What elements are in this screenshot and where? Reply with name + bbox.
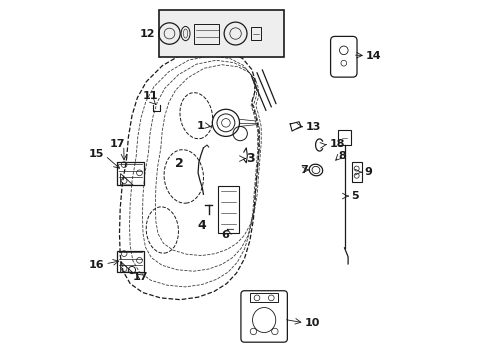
- Text: 9: 9: [364, 167, 372, 177]
- Text: 18: 18: [329, 139, 345, 149]
- Text: 11: 11: [143, 91, 158, 101]
- Text: 17: 17: [109, 139, 124, 149]
- Text: 4: 4: [197, 219, 205, 231]
- Text: 6: 6: [221, 230, 228, 240]
- Text: 8: 8: [337, 151, 345, 161]
- Text: 2: 2: [175, 157, 183, 170]
- Bar: [337, 130, 350, 145]
- Bar: [117, 162, 143, 185]
- Bar: [194, 23, 219, 44]
- Bar: [218, 186, 239, 233]
- Text: 10: 10: [304, 318, 319, 328]
- Text: 17: 17: [132, 272, 148, 282]
- Text: 14: 14: [365, 51, 381, 61]
- Text: 5: 5: [351, 191, 359, 201]
- Bar: [250, 27, 261, 40]
- Text: 7: 7: [300, 165, 307, 175]
- Text: 12: 12: [140, 28, 155, 39]
- Text: 16: 16: [89, 260, 104, 270]
- Text: 1: 1: [196, 121, 204, 131]
- Bar: [249, 293, 278, 302]
- Bar: [159, 10, 283, 57]
- Text: 15: 15: [89, 149, 104, 159]
- Text: 13: 13: [305, 122, 321, 132]
- Bar: [117, 251, 143, 272]
- Bar: [351, 162, 361, 182]
- Text: 3: 3: [246, 152, 254, 165]
